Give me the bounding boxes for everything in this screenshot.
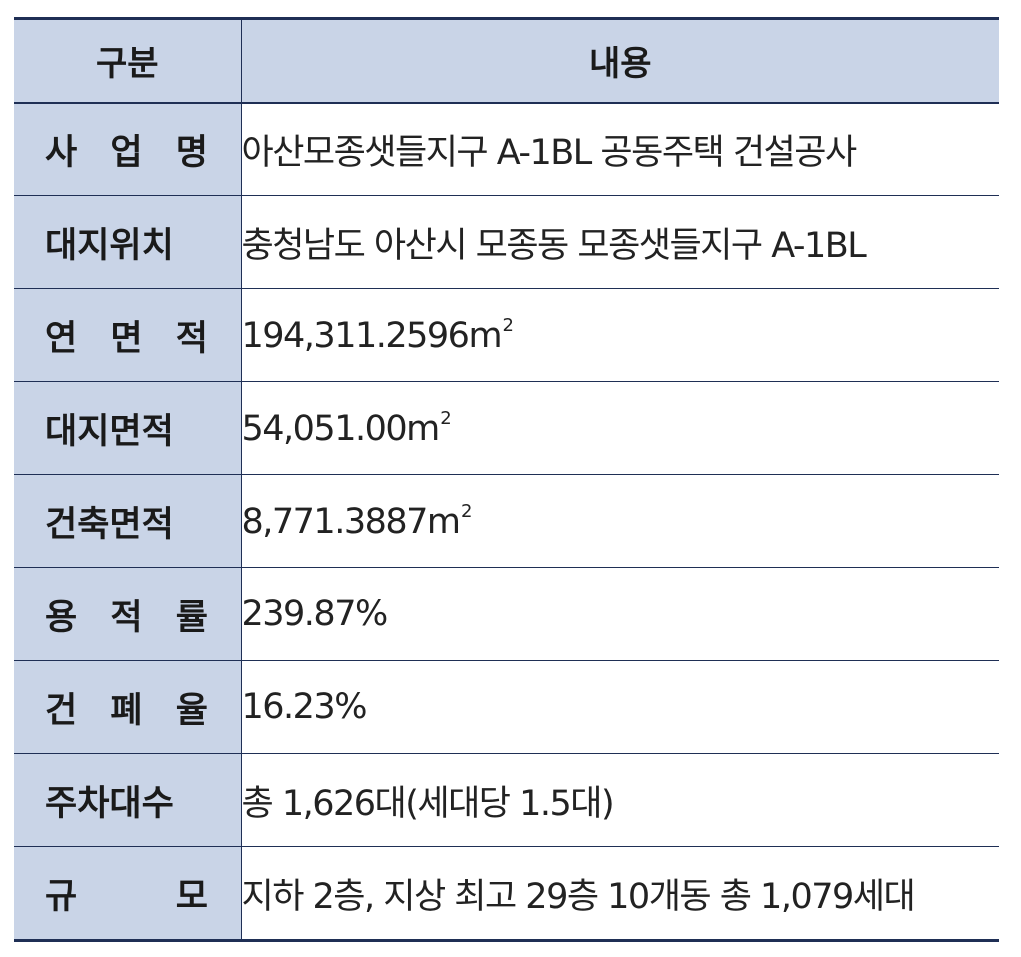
label-text: 대지위치: [45, 225, 174, 266]
table-row: 건 폐 율 16.23%: [14, 660, 999, 754]
table-row: 주차대수 총 1,626대(세대당 1.5대): [14, 753, 999, 847]
unit-base: m: [406, 408, 441, 449]
row-value: 16.23%: [241, 660, 999, 754]
label-text: 건축면적: [45, 504, 174, 545]
header-row: 구분 내용: [14, 17, 999, 104]
row-label: 규 모: [14, 846, 242, 942]
row-label: 연 면 적: [14, 288, 242, 382]
table-row: 규 모 지하 2층, 지상 최고 29층 10개동 총 1,079세대: [14, 846, 999, 942]
table-row: 사 업 명 아산모종샛들지구 A-1BL 공동주택 건설공사: [14, 102, 999, 196]
row-value: 총 1,626대(세대당 1.5대): [241, 753, 999, 847]
unit-square-meter: m2: [468, 314, 514, 356]
row-label: 주차대수: [14, 753, 242, 847]
row-value: 194,311.2596m2: [241, 288, 999, 382]
row-label: 용 적 률: [14, 567, 242, 661]
row-value: 239.87%: [241, 567, 999, 661]
row-value: 8,771.3887m2: [241, 474, 999, 568]
label-text: 사 업 명: [45, 132, 208, 173]
table-row: 대지면적 54,051.00m2: [14, 381, 999, 475]
row-label: 대지위치: [14, 195, 242, 289]
row-value: 54,051.00m2: [241, 381, 999, 475]
row-label: 대지면적: [14, 381, 242, 475]
row-value: 지하 2층, 지상 최고 29층 10개동 총 1,079세대: [241, 846, 999, 942]
table-row: 용 적 률 239.87%: [14, 567, 999, 661]
table-row: 연 면 적 194,311.2596m2: [14, 288, 999, 382]
label-text: 용 적 률: [45, 597, 208, 638]
unit-exponent: 2: [461, 500, 473, 522]
unit-base: m: [468, 315, 503, 356]
table-row: 건축면적 8,771.3887m2: [14, 474, 999, 568]
label-text: 대지면적: [45, 411, 174, 452]
row-value: 충청남도 아산시 모종동 모종샛들지구 A-1BL: [241, 195, 999, 289]
unit-base: m: [426, 501, 462, 542]
label-text: 주차대수: [45, 783, 174, 824]
label-text: 연 면 적: [45, 318, 208, 359]
label-text: 규 모: [45, 876, 208, 917]
row-label: 건축면적: [14, 474, 242, 568]
unit-square-meter: m2: [426, 500, 473, 542]
value-number: 8,771.3887: [241, 501, 429, 542]
label-text: 건 폐 율: [45, 690, 208, 731]
header-category: 구분: [14, 17, 242, 104]
project-info-table: 구분 내용 사 업 명 아산모종샛들지구 A-1BL 공동주택 건설공사 대지위…: [14, 17, 999, 942]
table-row: 대지위치 충청남도 아산시 모종동 모종샛들지구 A-1BL: [14, 195, 999, 289]
value-number: 194,311.2596: [241, 315, 470, 356]
header-content: 내용: [241, 17, 999, 104]
row-label: 건 폐 율: [14, 660, 242, 754]
row-label: 사 업 명: [14, 102, 242, 196]
row-value: 아산모종샛들지구 A-1BL 공동주택 건설공사: [241, 102, 999, 196]
value-number: 54,051.00: [241, 408, 408, 449]
unit-exponent: 2: [440, 407, 452, 429]
unit-square-meter: m2: [406, 407, 452, 449]
unit-exponent: 2: [502, 314, 514, 336]
